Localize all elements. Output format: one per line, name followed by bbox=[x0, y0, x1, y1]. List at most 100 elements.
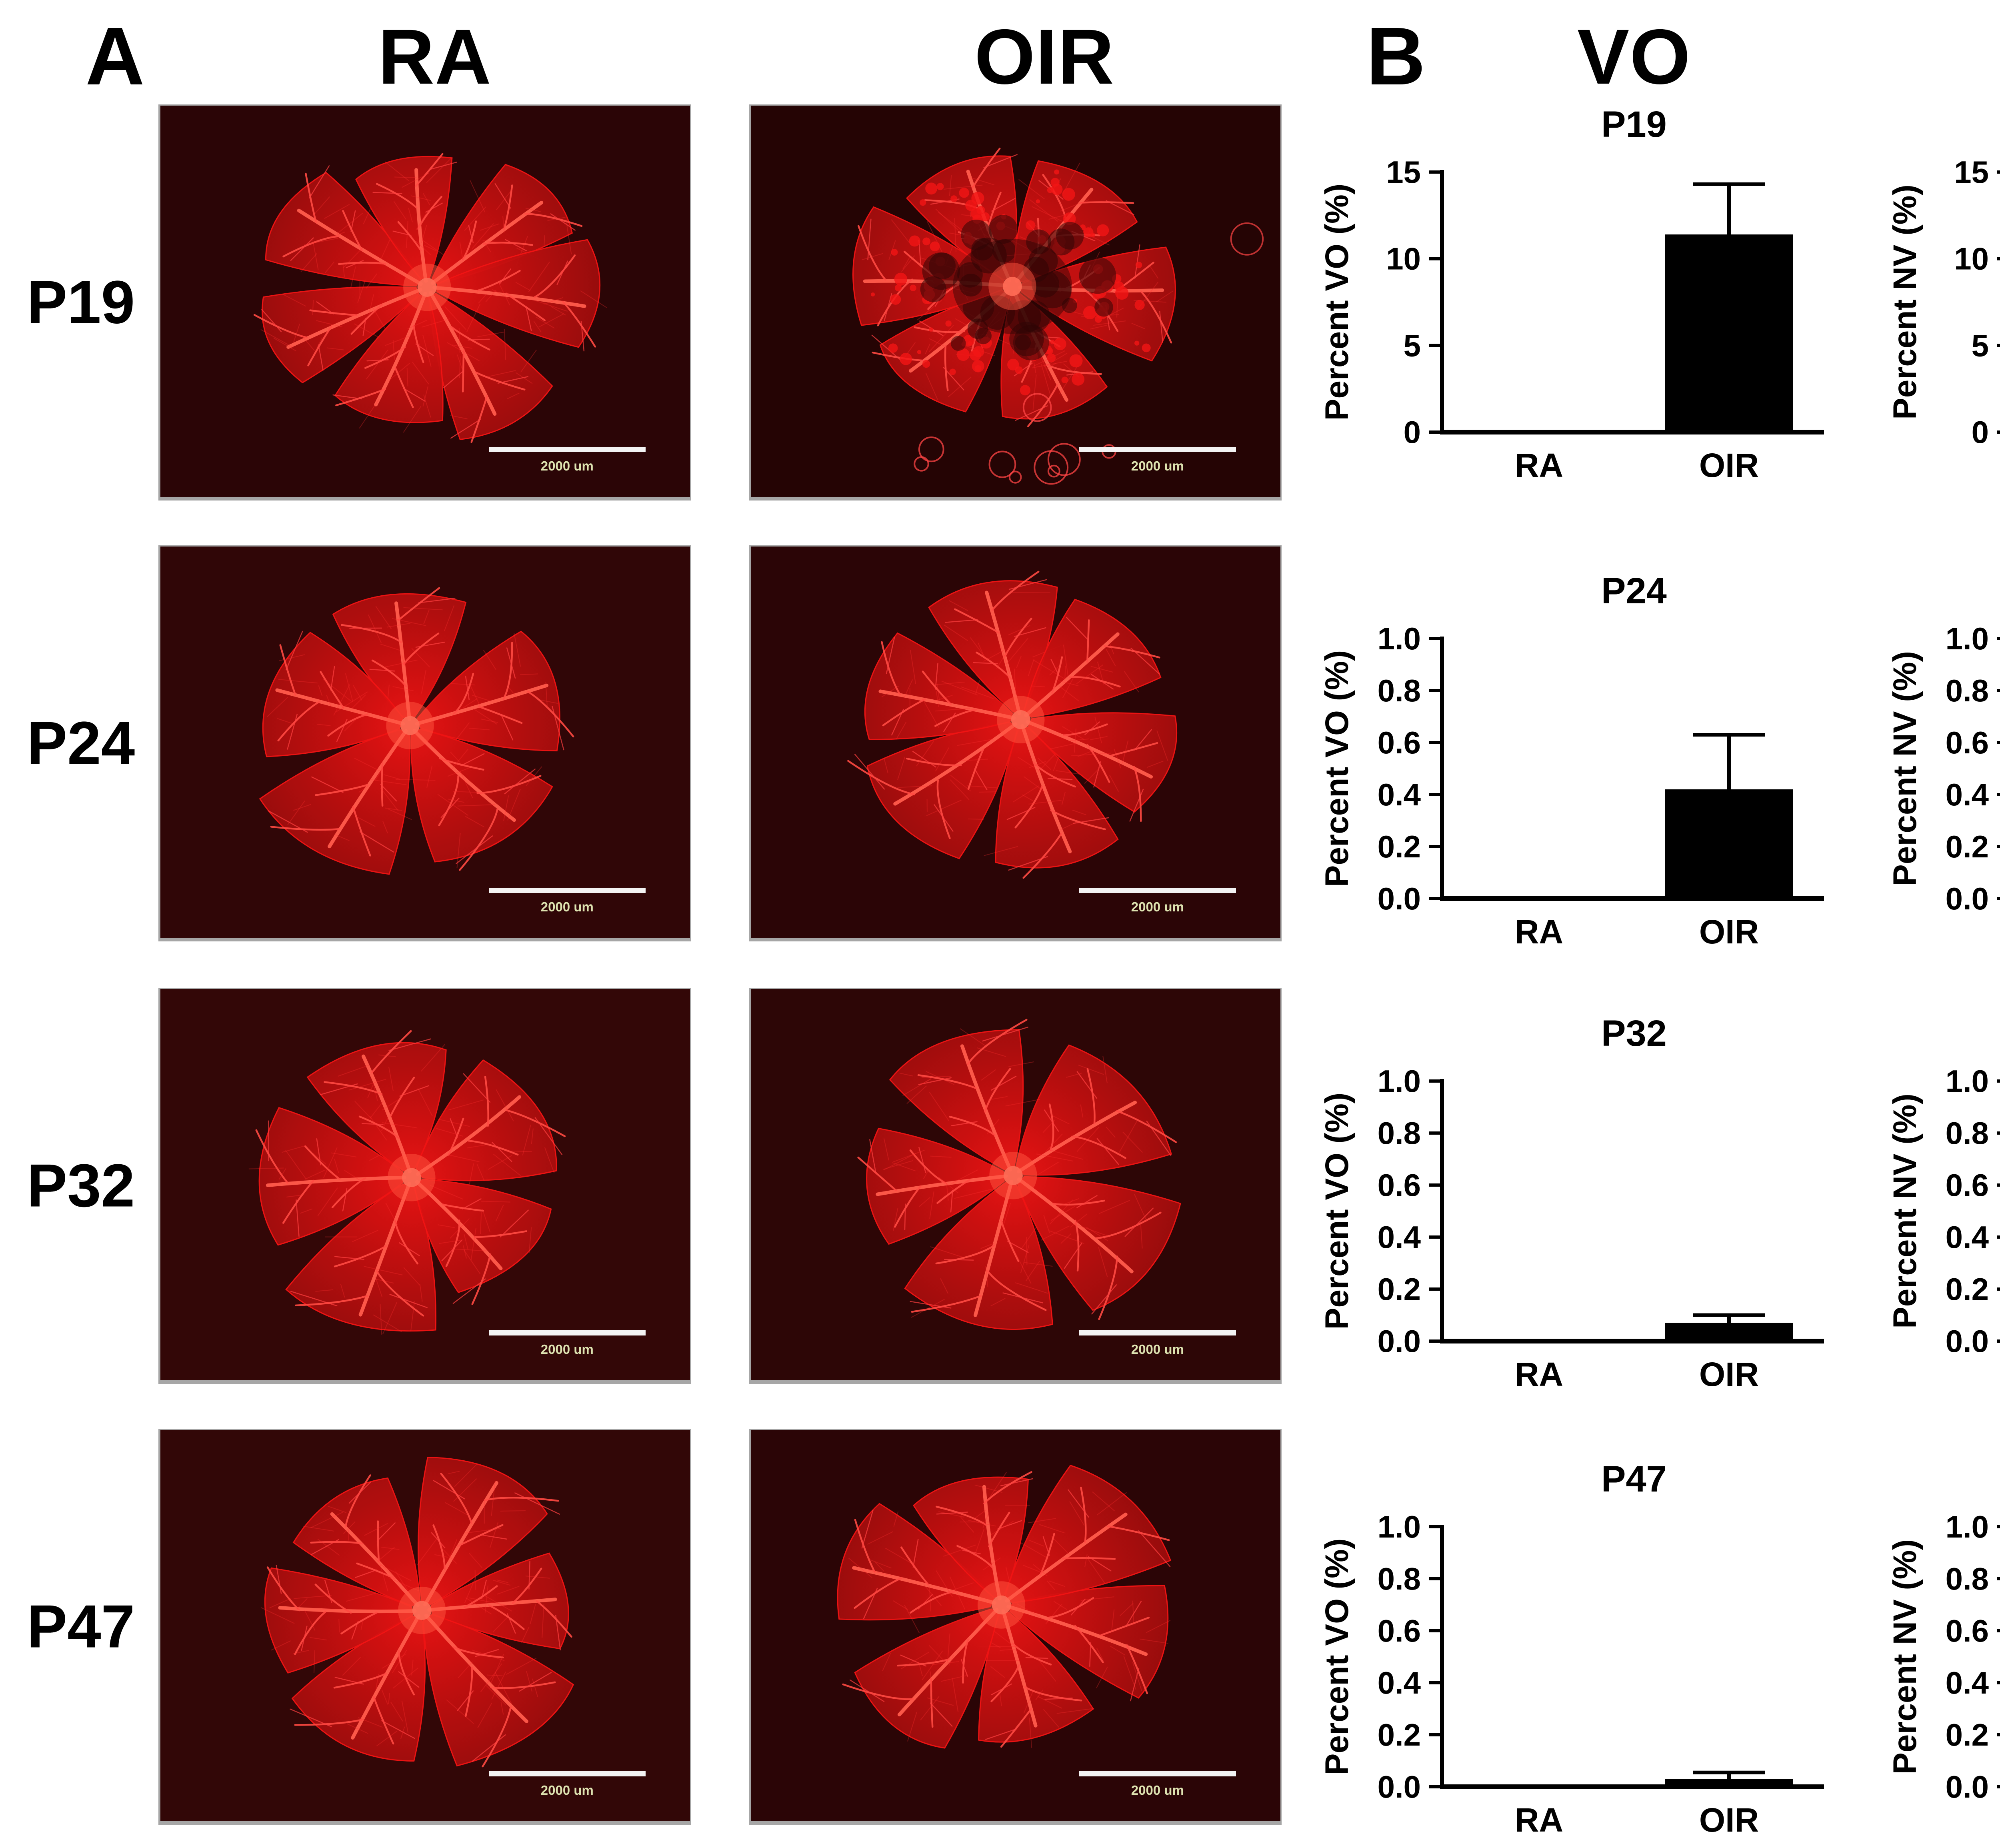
capillary-mesh bbox=[917, 300, 942, 320]
y-tick-label: 0 bbox=[1972, 414, 1989, 450]
y-axis-label: Percent NV (%) bbox=[1887, 1093, 1923, 1329]
capillary-mesh bbox=[957, 759, 988, 762]
capillary-mesh bbox=[462, 1245, 467, 1259]
branch-vessel bbox=[1000, 1708, 1032, 1748]
y-tick-label: 0.0 bbox=[1946, 1323, 1989, 1359]
y-axis-line bbox=[1440, 1525, 1444, 1789]
capillary-mesh bbox=[448, 1154, 480, 1162]
capillary-mesh bbox=[980, 1242, 996, 1249]
capillary-mesh bbox=[421, 670, 426, 694]
main-vessel bbox=[423, 1481, 498, 1607]
neovascular-tuft bbox=[963, 334, 975, 346]
capillary-mesh bbox=[294, 1595, 332, 1599]
capillary-mesh bbox=[312, 240, 319, 270]
capillary bbox=[468, 338, 490, 340]
capillary-mesh bbox=[977, 1047, 1006, 1057]
capillary-mesh bbox=[897, 757, 906, 780]
capillary-mesh bbox=[458, 1661, 473, 1678]
capillary bbox=[334, 1256, 364, 1260]
micrograph-cell-p32-oir: 2000 um bbox=[749, 988, 1282, 1384]
capillary-mesh bbox=[353, 685, 362, 701]
capillary-mesh bbox=[925, 372, 938, 400]
y-tick bbox=[1997, 1577, 2000, 1580]
capillary-mesh bbox=[1084, 766, 1102, 784]
capillary-mesh bbox=[1131, 323, 1145, 329]
capillary-mesh bbox=[1029, 761, 1046, 769]
branch-vessel bbox=[1098, 1255, 1118, 1320]
capillary bbox=[1093, 761, 1101, 788]
capillary bbox=[460, 753, 485, 767]
capillary-mesh bbox=[382, 1098, 401, 1111]
capillary-mesh bbox=[328, 1506, 347, 1513]
chart-title: P24 bbox=[1601, 571, 1667, 611]
capillary-mesh bbox=[520, 673, 538, 675]
capillary-mesh bbox=[322, 679, 352, 702]
y-tick bbox=[1429, 1287, 1440, 1291]
branch-vessel bbox=[1050, 809, 1106, 830]
bubble-artifact bbox=[1230, 222, 1264, 256]
y-tick bbox=[1997, 1183, 2000, 1187]
capillary-mesh bbox=[1049, 1230, 1084, 1244]
capillary-mesh bbox=[269, 1598, 291, 1608]
optic-disc bbox=[412, 1601, 432, 1620]
capillary-mesh bbox=[968, 1520, 996, 1527]
branch-vessel bbox=[881, 641, 901, 695]
capillary-mesh bbox=[421, 225, 427, 243]
capillary-mesh bbox=[1011, 592, 1050, 593]
branch-vessel bbox=[971, 148, 1001, 189]
neovascular-tuft bbox=[1114, 281, 1124, 291]
y-tick-label: 1.0 bbox=[1378, 1063, 1421, 1099]
capillary-mesh bbox=[1029, 1718, 1032, 1748]
scale-bar bbox=[488, 1330, 646, 1335]
capillary-mesh bbox=[491, 1481, 496, 1516]
branch-vessel bbox=[445, 1219, 460, 1267]
y-tick bbox=[1997, 1287, 2000, 1291]
capillary-mesh bbox=[316, 320, 342, 328]
capillary bbox=[974, 768, 988, 790]
capillary bbox=[316, 301, 334, 314]
capillary-mesh bbox=[1097, 661, 1104, 685]
capillary bbox=[1008, 856, 1048, 871]
capillary-mesh bbox=[892, 1600, 908, 1610]
y-tick bbox=[1429, 1131, 1440, 1135]
capillary-mesh bbox=[450, 751, 460, 763]
branch-vessel bbox=[376, 1270, 424, 1317]
capillary-mesh bbox=[340, 1283, 345, 1298]
capillary-mesh bbox=[1098, 1200, 1130, 1214]
capillary-mesh bbox=[916, 741, 934, 767]
capillary-mesh bbox=[1119, 1121, 1138, 1153]
capillary bbox=[431, 1532, 446, 1548]
avascular-patch bbox=[929, 252, 956, 280]
capillary-mesh bbox=[378, 1547, 395, 1561]
capillary-mesh bbox=[354, 1101, 372, 1119]
capillary-mesh bbox=[411, 1660, 414, 1676]
capillary bbox=[918, 1594, 933, 1610]
capillary-mesh bbox=[373, 1314, 402, 1333]
capillary-mesh bbox=[367, 1084, 374, 1098]
branch-vessel bbox=[962, 1638, 969, 1684]
capillary bbox=[514, 1492, 560, 1515]
capillary-mesh bbox=[978, 643, 985, 657]
branch-vessel bbox=[922, 671, 952, 705]
branch-vessel bbox=[304, 1145, 341, 1180]
capillary bbox=[1042, 1536, 1050, 1556]
capillary-mesh bbox=[381, 1117, 388, 1131]
capillary-mesh bbox=[1146, 761, 1164, 768]
capillary-mesh bbox=[430, 1185, 463, 1200]
neovascular-tuft bbox=[1026, 220, 1036, 230]
error-bar-line bbox=[1727, 1315, 1731, 1323]
main-vessel bbox=[415, 683, 549, 726]
capillary-mesh bbox=[444, 306, 466, 330]
branch-vessel bbox=[294, 1295, 368, 1307]
capillary bbox=[440, 797, 460, 818]
capillary bbox=[465, 676, 470, 700]
capillary-mesh bbox=[382, 1122, 417, 1128]
branch-vessel bbox=[524, 213, 583, 227]
capillary-mesh bbox=[1066, 1073, 1082, 1078]
capillary-mesh bbox=[393, 201, 406, 220]
branch-vessel bbox=[983, 1471, 1032, 1504]
capillary-mesh bbox=[488, 1155, 512, 1170]
capillary bbox=[1134, 729, 1152, 751]
y-tick-label: 0.2 bbox=[1946, 829, 1989, 864]
